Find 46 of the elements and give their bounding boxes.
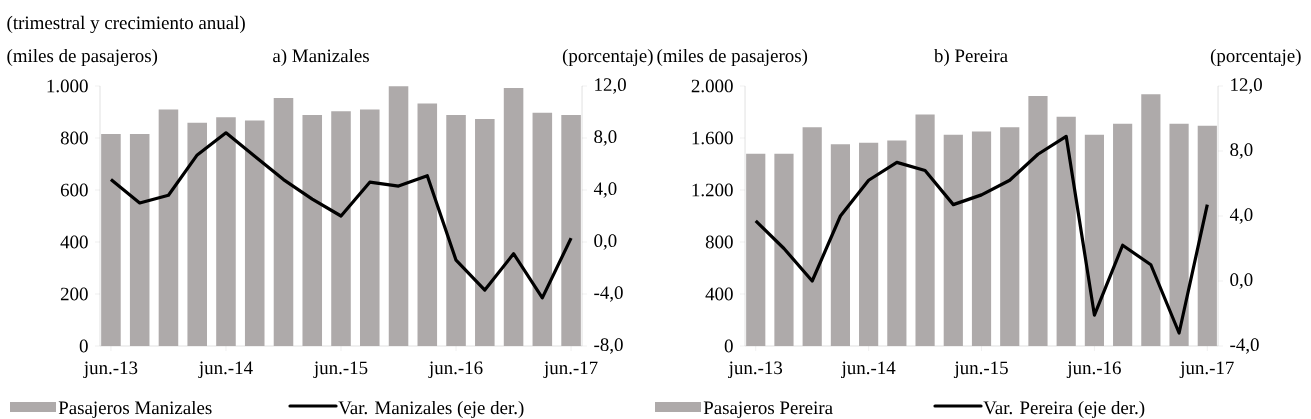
y-tick-label: 1.000 bbox=[47, 79, 88, 93]
y-tick-label: 800 bbox=[705, 235, 733, 249]
chart-title: b) Pereira bbox=[933, 48, 1008, 67]
y2-tick-label: -4,0 bbox=[1230, 338, 1259, 354]
x-tick-label: jun.-13 bbox=[83, 361, 138, 379]
x-tick-label: jun.-14 bbox=[841, 361, 896, 379]
chart-title: a) Manizales bbox=[273, 48, 369, 67]
y-tick-label: 400 bbox=[705, 287, 733, 301]
x-tick-label: jun.-16 bbox=[428, 361, 483, 379]
x-tick-label: jun.-16 bbox=[1066, 361, 1121, 379]
x-tick-label: jun.-13 bbox=[728, 361, 783, 379]
chart-subtitle: (trimestral y crecimiento anual) bbox=[7, 15, 245, 34]
y2-tick-label: -4,0 bbox=[594, 286, 623, 302]
y-tick-label: 200 bbox=[60, 287, 88, 301]
legend-label: Pasajeros Manizales bbox=[58, 400, 212, 419]
legend-label: Pasajeros Pereira bbox=[703, 401, 833, 419]
y-axis-title: (miles de pasajeros) bbox=[7, 48, 158, 67]
y-tick-label: 0 bbox=[79, 339, 88, 353]
x-tick-label: jun.-14 bbox=[198, 361, 253, 379]
y2-tick-label: 8,0 bbox=[594, 130, 617, 146]
y-tick-label: 1.600 bbox=[692, 131, 733, 145]
y2-tick-label: -8,0 bbox=[594, 338, 623, 354]
y2-tick-label: 0,0 bbox=[594, 234, 617, 250]
y-tick-label: 400 bbox=[60, 235, 88, 249]
y2-axis-title: (porcentaje) bbox=[562, 48, 653, 67]
y2-tick-label: 0,0 bbox=[1230, 273, 1253, 289]
legend-label: Var. Manizales (eje der.) bbox=[338, 400, 524, 419]
y-tick-label: 2.000 bbox=[691, 79, 733, 93]
x-tick-label: jun.-17 bbox=[543, 361, 598, 379]
y-tick-label: 0 bbox=[724, 339, 733, 353]
y-tick-label: 800 bbox=[60, 131, 88, 145]
line-series bbox=[754, 134, 1209, 335]
y2-tick-label: 8,0 bbox=[1230, 143, 1253, 159]
y2-tick-label: 12,0 bbox=[1231, 78, 1262, 94]
y2-tick-label: 4,0 bbox=[1229, 208, 1253, 224]
x-tick-label: jun.-15 bbox=[313, 361, 368, 379]
y2-tick-label: 12,0 bbox=[595, 78, 626, 94]
y-tick-label: 600 bbox=[60, 183, 88, 197]
x-tick-label: jun.-15 bbox=[953, 361, 1008, 379]
y-axis-title: (miles de pasajeros) bbox=[657, 48, 808, 67]
x-tick-label: jun.-17 bbox=[1179, 361, 1234, 379]
y2-axis-title: (porcentaje) bbox=[1210, 48, 1301, 67]
y2-tick-label: 4,0 bbox=[593, 182, 617, 198]
y-tick-label: 1.200 bbox=[692, 183, 733, 197]
line-series bbox=[109, 131, 573, 300]
legend-label: Var. Pereira (eje der.) bbox=[983, 400, 1145, 419]
